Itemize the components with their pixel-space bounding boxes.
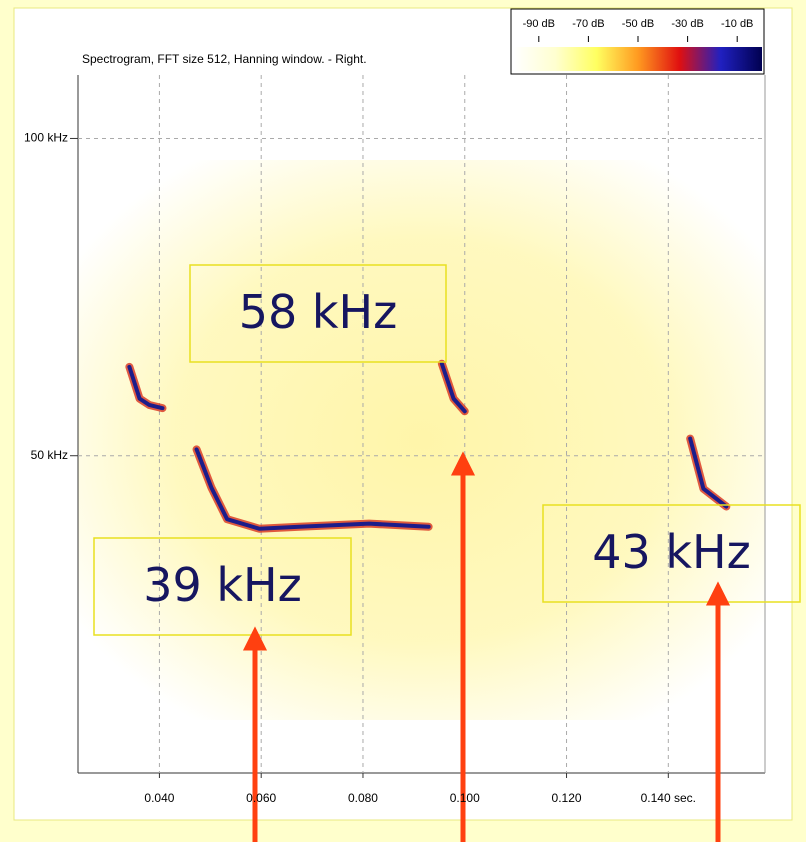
colorbar-tick-label: -30 dB <box>671 18 703 30</box>
call-trace <box>439 361 467 414</box>
call-trace <box>688 436 729 509</box>
arrow-head <box>242 626 268 651</box>
marks <box>70 75 765 778</box>
arrow-head <box>450 451 476 476</box>
x-tick-label: 0.040 <box>144 791 174 805</box>
arrows <box>242 451 731 842</box>
annotation: 58 kHz <box>239 285 398 339</box>
annotation: 43 kHz <box>592 525 751 579</box>
annotation-box <box>542 504 801 603</box>
call-trace <box>194 447 431 531</box>
colorbar-tick-label: -90 dB <box>523 18 555 30</box>
call-trace <box>127 364 165 411</box>
annotation: 39 kHz <box>143 558 302 612</box>
x-tick-label: 0.100 <box>450 791 480 805</box>
annotation-box <box>189 264 447 363</box>
colorbar <box>514 47 762 71</box>
y-tick-label: 100 kHz <box>24 131 68 145</box>
colorbar-tick-label: -70 dB <box>572 18 604 30</box>
colorbar-tick-label: -50 dB <box>622 18 654 30</box>
chart-title: Spectrogram, FFT size 512, Hanning windo… <box>82 52 367 66</box>
x-tick-label: 0.080 <box>348 791 378 805</box>
y-tick-label: 50 kHz <box>31 448 68 462</box>
x-tick-label: 0.120 <box>552 791 582 805</box>
annotations: 58 kHz 39 kHz 43 kHz <box>93 264 801 636</box>
noise-field <box>78 160 765 720</box>
annotation-box <box>93 537 352 636</box>
x-tick-label: 0.140 sec. <box>641 791 696 805</box>
colorbar-tick-label: -10 dB <box>721 18 753 30</box>
x-tick-label: 0.060 <box>246 791 276 805</box>
arrow-head <box>705 581 731 606</box>
